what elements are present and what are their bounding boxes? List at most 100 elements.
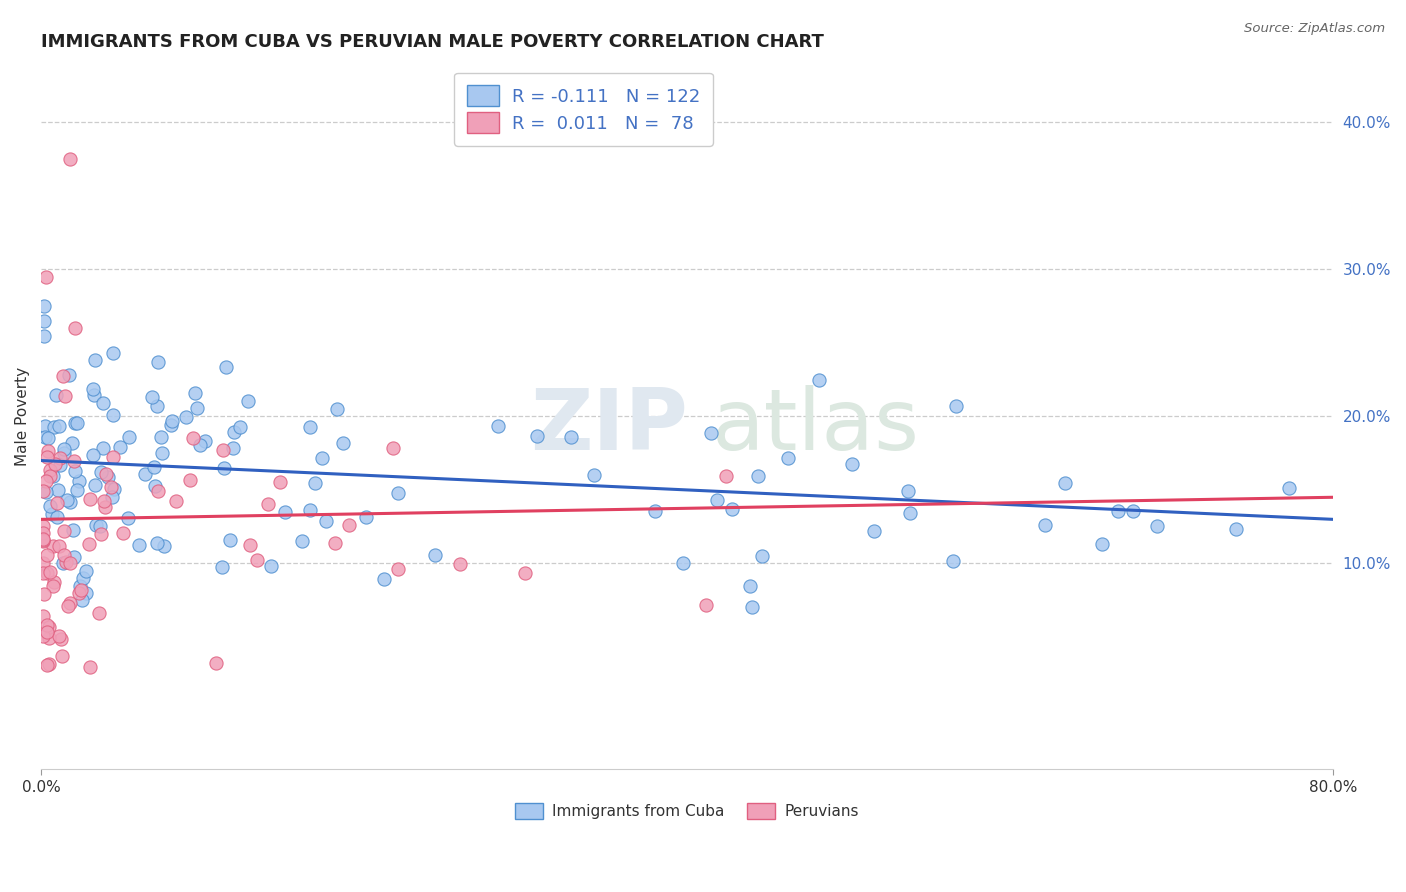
Peruvians bbox=[38, 619, 60, 633]
Immigrants from Cuba bbox=[60, 436, 83, 450]
Peruvians bbox=[77, 537, 100, 551]
Immigrants from Cuba bbox=[59, 495, 82, 509]
Immigrants from Cuba bbox=[387, 486, 409, 500]
Peruvians bbox=[67, 586, 90, 600]
Immigrants from Cuba bbox=[190, 438, 212, 452]
Peruvians bbox=[513, 566, 536, 580]
Immigrants from Cuba bbox=[706, 492, 728, 507]
Peruvians bbox=[212, 442, 235, 457]
Immigrants from Cuba bbox=[900, 507, 922, 521]
Peruvians bbox=[35, 474, 58, 488]
Immigrants from Cuba bbox=[89, 519, 111, 533]
Immigrants from Cuba bbox=[583, 468, 606, 483]
Immigrants from Cuba bbox=[1091, 537, 1114, 551]
Peruvians bbox=[269, 475, 291, 490]
Immigrants from Cuba bbox=[42, 468, 65, 483]
Immigrants from Cuba bbox=[315, 514, 337, 528]
Peruvians bbox=[63, 321, 86, 335]
Immigrants from Cuba bbox=[863, 524, 886, 538]
Immigrants from Cuba bbox=[238, 393, 260, 408]
Text: Source: ZipAtlas.com: Source: ZipAtlas.com bbox=[1244, 22, 1385, 36]
Immigrants from Cuba bbox=[35, 485, 58, 500]
Immigrants from Cuba bbox=[69, 578, 91, 592]
Peruvians bbox=[55, 555, 77, 569]
Text: ZIP: ZIP bbox=[530, 385, 689, 468]
Immigrants from Cuba bbox=[83, 388, 105, 402]
Peruvians bbox=[49, 450, 72, 465]
Immigrants from Cuba bbox=[299, 502, 322, 516]
Immigrants from Cuba bbox=[56, 493, 79, 508]
Peruvians bbox=[35, 566, 58, 581]
Peruvians bbox=[31, 533, 53, 547]
Immigrants from Cuba bbox=[160, 414, 183, 428]
Immigrants from Cuba bbox=[228, 420, 250, 434]
Peruvians bbox=[48, 539, 70, 553]
Immigrants from Cuba bbox=[219, 533, 242, 547]
Peruvians bbox=[35, 548, 58, 562]
Peruvians bbox=[59, 152, 82, 166]
Peruvians bbox=[49, 632, 72, 646]
Immigrants from Cuba bbox=[39, 499, 62, 513]
Immigrants from Cuba bbox=[101, 346, 124, 360]
Immigrants from Cuba bbox=[41, 507, 63, 521]
Immigrants from Cuba bbox=[778, 451, 800, 466]
Peruvians bbox=[37, 443, 59, 458]
Immigrants from Cuba bbox=[1054, 475, 1077, 490]
Peruvians bbox=[256, 497, 278, 511]
Immigrants from Cuba bbox=[128, 538, 150, 552]
Immigrants from Cuba bbox=[52, 442, 75, 457]
Immigrants from Cuba bbox=[354, 509, 377, 524]
Peruvians bbox=[96, 467, 118, 481]
Peruvians bbox=[42, 539, 65, 553]
Immigrants from Cuba bbox=[93, 441, 115, 455]
Immigrants from Cuba bbox=[62, 523, 84, 537]
Immigrants from Cuba bbox=[118, 430, 141, 444]
Peruvians bbox=[103, 450, 125, 464]
Immigrants from Cuba bbox=[183, 386, 205, 401]
Immigrants from Cuba bbox=[1122, 503, 1144, 517]
Immigrants from Cuba bbox=[53, 446, 76, 460]
Immigrants from Cuba bbox=[75, 586, 97, 600]
Immigrants from Cuba bbox=[145, 536, 167, 550]
Immigrants from Cuba bbox=[48, 419, 70, 434]
Peruvians bbox=[39, 462, 62, 476]
Peruvians bbox=[70, 582, 93, 597]
Immigrants from Cuba bbox=[66, 416, 89, 430]
Immigrants from Cuba bbox=[141, 390, 163, 404]
Peruvians bbox=[42, 574, 65, 589]
Immigrants from Cuba bbox=[807, 373, 830, 387]
Peruvians bbox=[44, 457, 66, 471]
Peruvians bbox=[59, 556, 82, 570]
Y-axis label: Male Poverty: Male Poverty bbox=[15, 367, 30, 466]
Immigrants from Cuba bbox=[700, 426, 723, 441]
Immigrants from Cuba bbox=[37, 431, 59, 445]
Immigrants from Cuba bbox=[34, 328, 56, 343]
Immigrants from Cuba bbox=[1107, 504, 1129, 518]
Peruvians bbox=[31, 629, 53, 643]
Immigrants from Cuba bbox=[142, 459, 165, 474]
Text: atlas: atlas bbox=[711, 385, 920, 468]
Immigrants from Cuba bbox=[72, 593, 94, 607]
Peruvians bbox=[165, 493, 187, 508]
Immigrants from Cuba bbox=[311, 450, 333, 465]
Peruvians bbox=[79, 660, 101, 674]
Peruvians bbox=[35, 617, 58, 632]
Immigrants from Cuba bbox=[425, 548, 447, 562]
Peruvians bbox=[31, 556, 53, 570]
Peruvians bbox=[38, 657, 60, 671]
Immigrants from Cuba bbox=[212, 461, 235, 475]
Immigrants from Cuba bbox=[63, 464, 86, 478]
Immigrants from Cuba bbox=[841, 458, 863, 472]
Peruvians bbox=[387, 562, 409, 576]
Immigrants from Cuba bbox=[526, 429, 548, 443]
Peruvians bbox=[100, 480, 122, 494]
Immigrants from Cuba bbox=[45, 388, 67, 402]
Immigrants from Cuba bbox=[741, 599, 763, 614]
Immigrants from Cuba bbox=[97, 470, 120, 484]
Peruvians bbox=[51, 649, 73, 664]
Immigrants from Cuba bbox=[194, 434, 217, 448]
Immigrants from Cuba bbox=[751, 549, 773, 563]
Immigrants from Cuba bbox=[34, 314, 56, 328]
Immigrants from Cuba bbox=[897, 483, 920, 498]
Peruvians bbox=[56, 599, 79, 614]
